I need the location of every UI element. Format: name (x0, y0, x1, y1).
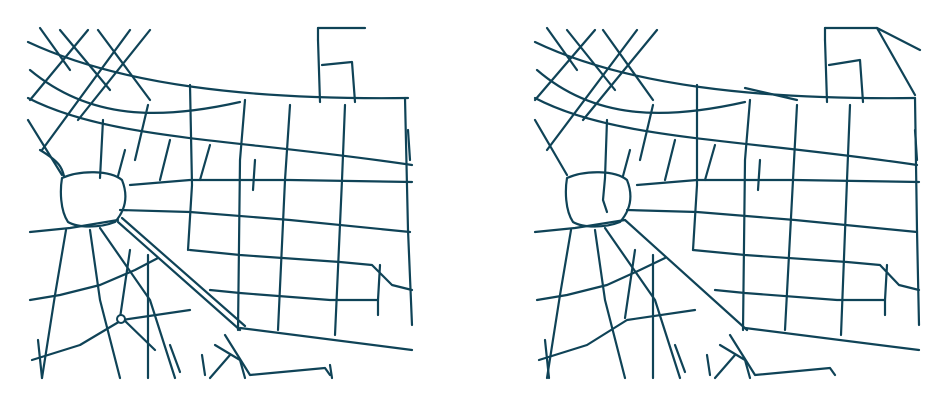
road (208, 288, 380, 302)
road (703, 143, 717, 182)
road (564, 171, 632, 228)
road (741, 98, 752, 332)
road (38, 148, 66, 178)
road (533, 28, 597, 102)
road (26, 40, 410, 100)
road (403, 96, 414, 327)
road (98, 118, 105, 180)
road (663, 138, 677, 182)
road (40, 228, 68, 380)
road (118, 248, 132, 320)
road (26, 96, 414, 167)
road (756, 158, 762, 192)
road (535, 256, 667, 302)
road (251, 158, 257, 192)
road (28, 68, 242, 115)
road (58, 28, 112, 92)
road (200, 353, 207, 377)
road (320, 60, 357, 104)
street-network-right (533, 26, 922, 380)
road (238, 326, 414, 352)
road (198, 143, 212, 182)
road (26, 118, 64, 177)
road (376, 263, 382, 317)
road (96, 28, 152, 102)
road (601, 176, 609, 214)
road (603, 226, 682, 380)
street-map-right-panel (475, 0, 950, 404)
roundabout-node (116, 314, 126, 324)
road (743, 86, 799, 102)
road (883, 263, 889, 317)
road (625, 208, 919, 234)
road (223, 333, 332, 377)
street-map-left-panel (26, 26, 414, 380)
road (30, 308, 192, 362)
road (128, 178, 414, 187)
road (673, 343, 687, 374)
road (316, 38, 322, 104)
road (827, 58, 865, 104)
road (168, 343, 182, 374)
road (623, 218, 749, 332)
street-network-left (26, 26, 414, 380)
road (133, 103, 150, 162)
road (823, 26, 917, 97)
road (533, 118, 569, 177)
road (875, 26, 922, 52)
road (743, 326, 921, 352)
road (98, 226, 177, 380)
road (158, 138, 172, 182)
road (28, 28, 90, 102)
road (28, 218, 120, 234)
road (565, 28, 617, 92)
road (691, 83, 699, 252)
road (120, 316, 157, 352)
road (913, 128, 919, 162)
road (116, 148, 127, 178)
road (59, 171, 127, 228)
road (635, 178, 921, 187)
road (603, 118, 609, 180)
road (36, 338, 44, 380)
road (537, 308, 697, 362)
road (188, 248, 414, 292)
road (823, 38, 829, 104)
road (40, 28, 132, 152)
road (28, 256, 160, 302)
road (623, 248, 637, 320)
road (545, 26, 579, 72)
road (76, 28, 152, 122)
road (88, 228, 122, 380)
road (186, 83, 194, 252)
road (543, 338, 551, 380)
road (533, 218, 627, 234)
road (638, 103, 655, 162)
roads-right (533, 26, 922, 380)
road (621, 148, 632, 178)
road (236, 98, 247, 332)
road (118, 208, 412, 234)
road (705, 353, 712, 377)
roads-left (26, 26, 414, 380)
road (691, 248, 921, 292)
road (116, 220, 242, 332)
road (328, 363, 334, 380)
road (593, 228, 627, 380)
road (535, 68, 747, 115)
road (581, 28, 659, 122)
road (208, 353, 232, 380)
road (533, 40, 917, 100)
road (406, 128, 412, 162)
road (713, 288, 887, 302)
road (38, 26, 72, 72)
road (120, 216, 247, 328)
road (728, 333, 837, 377)
road (713, 353, 737, 380)
road (545, 228, 573, 380)
road (545, 28, 639, 152)
